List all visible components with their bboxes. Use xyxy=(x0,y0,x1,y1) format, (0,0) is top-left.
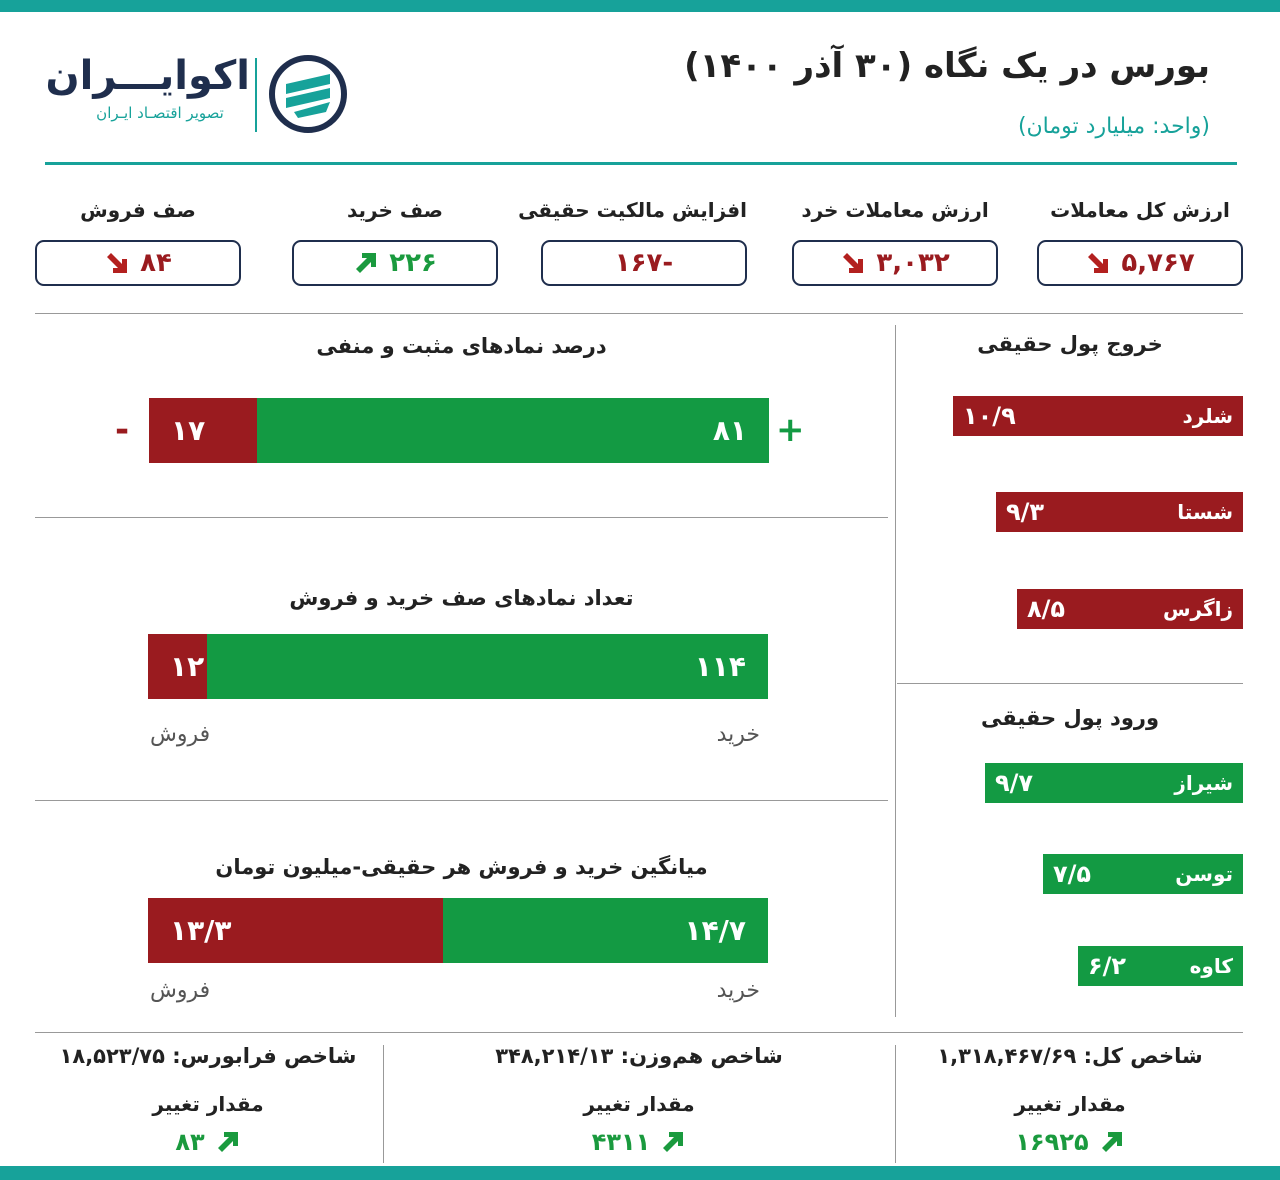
kpi-label: ارزش معاملات خرد xyxy=(801,198,989,222)
kpi-value: ۲۲۶ xyxy=(389,248,437,278)
bar-value: ۱۲ xyxy=(170,650,205,683)
index-label: شاخص هم‌وزن: ۳۴۸,۲۱۴/۱۳ xyxy=(495,1044,783,1068)
bar-sell: ۱۲ xyxy=(148,634,207,699)
index-change-label: مقدار تغییر xyxy=(152,1092,264,1116)
label-buy: خرید xyxy=(716,978,760,1003)
minus-sign: - xyxy=(115,410,130,450)
plus-sign: + xyxy=(776,410,805,450)
logo-icon xyxy=(269,55,347,133)
kpi-value-box: ۳,۰۳۲ xyxy=(792,240,998,286)
kpi-value-box: ۲۲۶ xyxy=(292,240,498,286)
bar-value: ۱۱۴ xyxy=(694,650,746,683)
chart-title-average: میانگین خرید و فروش هر حقیقی-میلیون توما… xyxy=(215,855,708,879)
split-bar-average: ۱۳/۳ ۱۴/۷ xyxy=(148,898,768,963)
bar-value: ۸۱ xyxy=(712,414,747,447)
split-bar-queue-counts: ۱۲ ۱۱۴ xyxy=(148,634,768,699)
index-change-label: مقدار تغییر xyxy=(1014,1092,1126,1116)
money-flow-bar: شلرد ۱۰/۹ xyxy=(953,396,1243,436)
arrow-down-right-icon xyxy=(843,253,864,273)
bar-positive: ۸۱ xyxy=(257,398,769,463)
index-change-number: ۴۳۱۱ xyxy=(591,1128,651,1156)
bottom-accent-bar xyxy=(0,1166,1280,1180)
label-sell: فروش xyxy=(150,978,211,1003)
index-change-value: ۱۶۹۲۵ xyxy=(897,1128,1243,1156)
divider-line xyxy=(35,313,1243,314)
symbol-value: ۸/۵ xyxy=(1027,595,1066,623)
arrow-up-right-icon xyxy=(1101,1132,1122,1152)
index-change-number: ۸۳ xyxy=(175,1128,205,1156)
arrow-down-right-icon xyxy=(107,253,128,273)
index-change-value: ۴۳۱۱ xyxy=(385,1128,893,1156)
bar-value: ۱۴/۷ xyxy=(684,914,747,947)
index-label: شاخص کل: ۱,۳۱۸,۴۶۷/۶۹ xyxy=(937,1044,1203,1068)
divider-line xyxy=(897,683,1243,684)
kpi-value: ۳,۰۳۲ xyxy=(876,248,950,278)
money-flow-bar: شیراز ۹/۷ xyxy=(985,763,1243,803)
top-accent-bar xyxy=(0,0,1280,12)
money-flow-bar: شستا ۹/۳ xyxy=(996,492,1243,532)
label-sell: فروش xyxy=(150,722,211,747)
symbol-name: کاوه xyxy=(1189,954,1233,978)
arrow-up-right-icon xyxy=(217,1132,238,1152)
symbol-value: ۱۰/۹ xyxy=(963,402,1016,430)
money-flow-bar: توسن ۷/۵ xyxy=(1043,854,1243,894)
split-bar-positive-negative: ۱۷ ۸۱ xyxy=(149,398,769,463)
arrow-up-right-icon xyxy=(663,1132,684,1152)
bar-value: ۱۳/۳ xyxy=(170,914,232,947)
divider-line xyxy=(35,517,888,518)
index-change-label: مقدار تغییر xyxy=(583,1092,695,1116)
logo-subtitle: تصویر اقتصـاد ایـران xyxy=(96,104,224,122)
arrow-down-right-icon xyxy=(1088,253,1109,273)
logo-divider xyxy=(255,58,257,132)
money-flow-bar: زاگرس ۸/۵ xyxy=(1017,589,1243,629)
kpi-label: افزایش مالکیت حقیقی xyxy=(518,198,747,222)
divider-line xyxy=(35,800,888,801)
divider-line xyxy=(35,1032,1243,1033)
vertical-divider xyxy=(895,1045,896,1163)
vertical-divider xyxy=(383,1045,384,1163)
bar-buy: ۱۴/۷ xyxy=(443,898,768,963)
index-label: شاخص فرابورس: ۱۸,۵۲۳/۷۵ xyxy=(59,1044,357,1068)
symbol-value: ۹/۷ xyxy=(995,769,1034,797)
page-title: بورس در یک نگاه (۳۰ آذر ۱۴۰۰) xyxy=(684,46,1210,86)
money-flow-bar: کاوه ۶/۲ xyxy=(1078,946,1243,986)
kpi-value: ۵,۷۶۷ xyxy=(1121,248,1195,278)
index-change-number: ۱۶۹۲۵ xyxy=(1015,1128,1089,1156)
bar-buy: ۱۱۴ xyxy=(207,634,768,699)
kpi-value-box: ۵,۷۶۷ xyxy=(1037,240,1243,286)
symbol-value: ۹/۳ xyxy=(1006,498,1045,526)
logo-name: اکوایـــران xyxy=(45,53,250,99)
kpi-label: صف خرید xyxy=(346,198,444,222)
kpi-value-box: ۸۴ xyxy=(35,240,241,286)
symbol-name: شلرد xyxy=(1182,404,1233,428)
chart-title-queue-counts: تعداد نمادهای صف خرید و فروش xyxy=(289,586,634,610)
kpi-label: صف فروش xyxy=(80,198,196,222)
kpi-value: ۸۴ xyxy=(140,248,172,278)
arrow-up-right-icon xyxy=(356,253,377,273)
bar-sell: ۱۳/۳ xyxy=(148,898,443,963)
kpi-label: ارزش کل معاملات xyxy=(1050,198,1230,222)
unit-note: (واحد: میلیارد تومان) xyxy=(1017,114,1210,139)
inflow-title: ورود پول حقیقی xyxy=(980,706,1160,730)
outflow-title: خروج پول حقیقی xyxy=(977,332,1163,356)
label-buy: خرید xyxy=(716,722,760,747)
symbol-name: زاگرس xyxy=(1162,597,1233,621)
vertical-divider xyxy=(895,325,896,1017)
symbol-name: شیراز xyxy=(1174,771,1233,795)
kpi-value: -۱۶۷ xyxy=(614,248,674,278)
logo-text: اکوایـــران تصویر اقتصـاد ایـران xyxy=(45,52,250,122)
chart-title-positive-negative: درصد نمادهای مثبت و منفی xyxy=(316,334,607,358)
bar-negative: ۱۷ xyxy=(149,398,257,463)
kpi-value-box: -۱۶۷ xyxy=(541,240,747,286)
index-change-value: ۸۳ xyxy=(35,1128,381,1156)
header-divider xyxy=(45,162,1237,165)
symbol-value: ۶/۲ xyxy=(1088,952,1127,980)
symbol-value: ۷/۵ xyxy=(1053,860,1092,888)
bar-value: ۱۷ xyxy=(171,414,206,447)
symbol-name: شستا xyxy=(1177,500,1233,524)
symbol-name: توسن xyxy=(1175,862,1233,886)
